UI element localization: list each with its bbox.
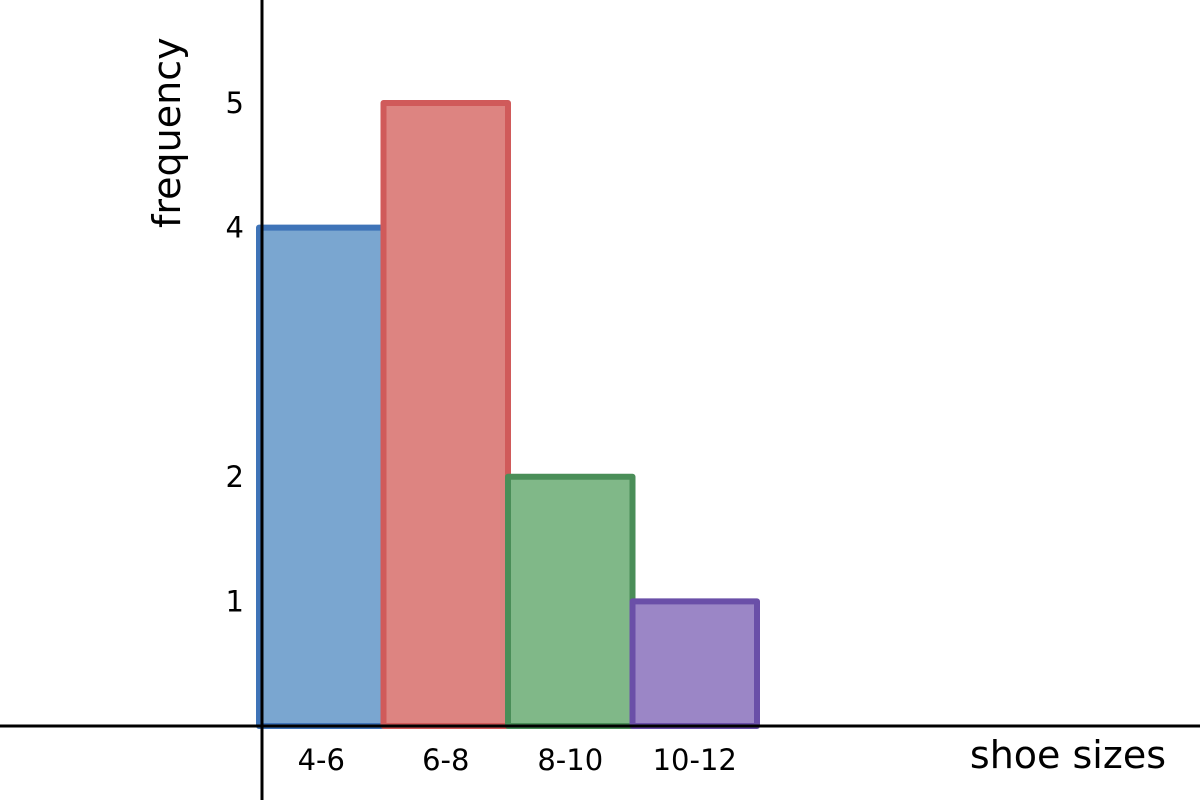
bars-group [256, 100, 760, 730]
bar-8-10 [505, 473, 636, 729]
x-category-labels: 4-6 6-8 8-10 10-12 [298, 743, 737, 777]
x-axis-label: shoe sizes [970, 733, 1166, 777]
y-tick-labels: 1 2 4 5 [226, 86, 244, 618]
x-category-label: 10-12 [653, 743, 737, 777]
y-tick-label: 5 [226, 86, 244, 120]
x-category-label: 8-10 [537, 743, 603, 777]
y-tick-label: 4 [226, 211, 244, 245]
bar-6-8 [380, 100, 511, 729]
x-category-label: 4-6 [298, 743, 345, 777]
y-tick-label: 2 [226, 460, 244, 494]
bar-10-12 [629, 598, 760, 730]
bar-4-6 [256, 224, 387, 729]
x-category-label: 6-8 [422, 743, 469, 777]
y-tick-label: 1 [226, 584, 244, 618]
y-axis-label: frequency [145, 37, 189, 228]
